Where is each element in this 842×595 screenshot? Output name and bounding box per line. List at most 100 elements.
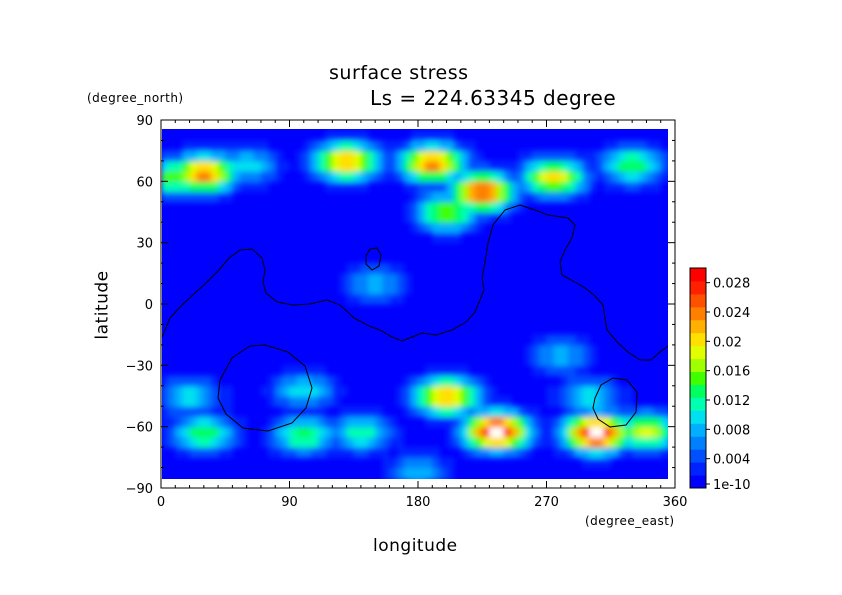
heatmap-cell (439, 396, 448, 407)
heatmap-cell (382, 447, 391, 458)
heatmap-cell (360, 273, 369, 285)
heatmap-cell (617, 416, 626, 428)
heatmap-cell (339, 181, 348, 193)
heatmap-cell (418, 467, 426, 479)
heatmap-cell (346, 426, 355, 438)
heatmap-cell (539, 355, 548, 366)
heatmap-cell (475, 212, 483, 223)
heatmap-cell (203, 171, 212, 182)
heatmap-cell (403, 140, 412, 152)
heatmap-cell (582, 436, 590, 448)
heatmap-cell (203, 160, 212, 172)
heatmap-cell (339, 447, 348, 458)
heatmap-cell (546, 344, 555, 356)
heatmap-cell (210, 426, 219, 438)
heatmap-cell (339, 150, 348, 162)
heatmap-cell (332, 150, 341, 162)
heatmap-cell (396, 385, 405, 397)
heatmap-cell (403, 375, 412, 387)
heatmap-cell (218, 385, 226, 397)
heatmap-cell (446, 375, 455, 387)
heatmap-cell (603, 181, 612, 193)
y-tick-label: 60 (136, 175, 153, 190)
heatmap-cell (182, 385, 191, 397)
heatmap-cell (353, 130, 362, 142)
heatmap-cell (539, 334, 548, 346)
heatmap-cell (418, 222, 426, 234)
heatmap-cell (303, 171, 312, 182)
heatmap-cell (289, 436, 298, 448)
heatmap-cell (389, 467, 398, 479)
heatmap-cell (260, 426, 269, 438)
heatmap-cell (446, 426, 455, 438)
heatmap-cell (253, 160, 262, 172)
heatmap-cell (475, 385, 483, 397)
heatmap-cell (596, 457, 605, 469)
heatmap-cell (467, 140, 476, 152)
heatmap-cell (639, 171, 648, 182)
heatmap-cell (396, 293, 405, 305)
heatmap-cell (318, 150, 326, 162)
heatmap-cell (446, 181, 455, 193)
heatmap-cell (532, 181, 540, 193)
heatmap-cell (639, 426, 648, 438)
heatmap-cell (175, 396, 184, 407)
heatmap-cell (189, 181, 198, 193)
heatmap-cell (196, 181, 205, 193)
heatmap-cell (553, 447, 562, 458)
heatmap-cell (196, 406, 205, 418)
heatmap-cell (396, 477, 405, 479)
heatmap-cell (582, 375, 590, 387)
heatmap-cell (332, 447, 341, 458)
heatmap-cell (389, 273, 398, 285)
heatmap-cell (382, 263, 391, 274)
heatmap-cell (425, 160, 433, 172)
heatmap-cell (162, 385, 169, 397)
heatmap-cell (375, 426, 383, 438)
heatmap-cell (646, 181, 655, 193)
heatmap-cell (610, 171, 619, 182)
colorbar-label: 0.016 (713, 365, 750, 380)
heatmap-cell (353, 406, 362, 418)
heatmap-cell (382, 457, 391, 469)
heatmap-cell (403, 273, 412, 285)
heatmap-cell (553, 191, 562, 203)
heatmap-cell (496, 406, 505, 418)
heatmap-cell (275, 150, 283, 162)
heatmap-cell (403, 160, 412, 172)
heatmap-cell (539, 150, 548, 162)
heatmap-cell (453, 426, 462, 438)
heatmap-cell (282, 365, 291, 377)
heatmap-cell (453, 385, 462, 397)
heatmap-cell (589, 385, 598, 397)
heatmap-cell (439, 232, 448, 244)
heatmap-cell (460, 385, 469, 397)
heatmap-cell (282, 447, 291, 458)
heatmap-cell (453, 140, 462, 152)
heatmap-cell (232, 150, 241, 162)
heatmap-cell (460, 201, 469, 213)
heatmap-cell (432, 130, 441, 142)
heatmap-cell (282, 375, 291, 387)
heatmap-cell (318, 160, 326, 172)
heatmap-cell (539, 181, 548, 193)
heatmap-cell (182, 436, 191, 448)
heatmap-cell (439, 385, 448, 397)
heatmap-cell (496, 181, 505, 193)
heatmap-cell (546, 426, 555, 438)
heatmap-cell (339, 171, 348, 182)
heatmap-cell (432, 160, 441, 172)
heatmap-cell (360, 130, 369, 142)
heatmap-cell (353, 273, 362, 285)
heatmap-cell (667, 171, 668, 182)
heatmap-cell (582, 447, 590, 458)
heatmap-cell (318, 140, 326, 152)
heatmap-cell (389, 140, 398, 152)
heatmap-cell (210, 375, 219, 387)
heatmap-cell (453, 201, 462, 213)
heatmap-cell (575, 406, 583, 418)
heatmap-cell (510, 416, 519, 428)
heatmap-cell (346, 273, 355, 285)
heatmap-cell (253, 150, 262, 162)
heatmap-cell (532, 355, 540, 366)
